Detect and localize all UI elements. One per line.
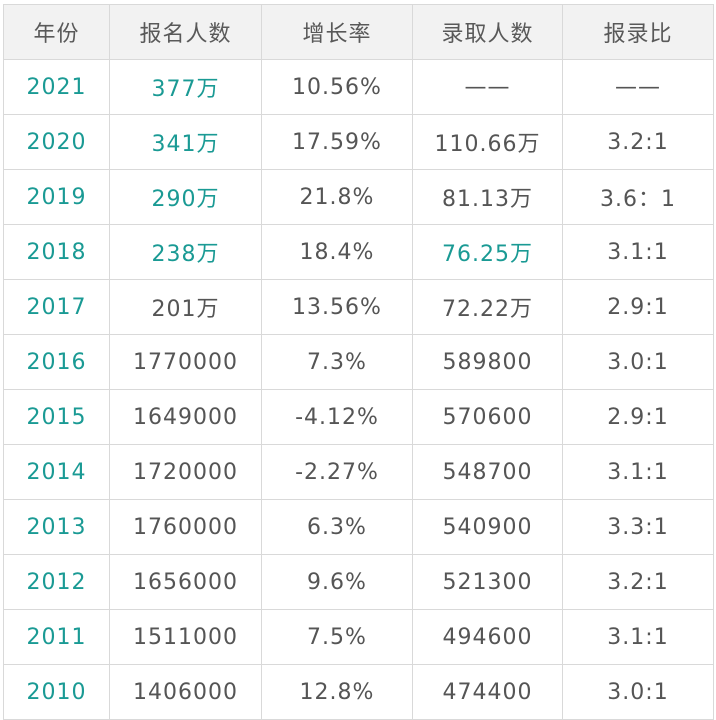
cell-ratio: 3.2:1 [562, 554, 714, 610]
cell-growth-rate: 13.56% [261, 279, 413, 335]
cell-applicants: 1720000 [109, 444, 262, 500]
cell-ratio: 3.0:1 [562, 664, 714, 720]
cell-admitted: 540900 [412, 499, 563, 555]
cell-admitted: 521300 [412, 554, 563, 610]
header-ratio: 报录比 [562, 4, 714, 60]
header-applicants: 报名人数 [109, 4, 262, 60]
cell-growth-rate: 7.5% [261, 609, 413, 665]
cell-applicants: 1649000 [109, 389, 262, 445]
cell-applicants: 238万 [109, 224, 262, 280]
cell-year: 2015 [3, 389, 110, 445]
cell-growth-rate: 6.3% [261, 499, 413, 555]
cell-applicants: 1511000 [109, 609, 262, 665]
table-row: 2016 1770000 7.3% 589800 3.0:1 [3, 334, 714, 390]
cell-admitted: 474400 [412, 664, 563, 720]
cell-ratio: 3.0:1 [562, 334, 714, 390]
cell-applicants: 1406000 [109, 664, 262, 720]
table-row: 2014 1720000 -2.27% 548700 3.1:1 [3, 444, 714, 500]
table-row: 2017 201万 13.56% 72.22万 2.9:1 [3, 279, 714, 335]
cell-admitted: 110.66万 [412, 114, 563, 170]
cell-year: 2010 [3, 664, 110, 720]
cell-applicants: 341万 [109, 114, 262, 170]
cell-year: 2012 [3, 554, 110, 610]
cell-year: 2016 [3, 334, 110, 390]
table-row: 2013 1760000 6.3% 540900 3.3:1 [3, 499, 714, 555]
cell-year: 2013 [3, 499, 110, 555]
cell-admitted: 570600 [412, 389, 563, 445]
cell-ratio: 3.1:1 [562, 224, 714, 280]
table-row: 2021 377万 10.56% —— —— [3, 59, 714, 115]
cell-admitted: 494600 [412, 609, 563, 665]
header-admitted: 录取人数 [412, 4, 563, 60]
cell-year: 2019 [3, 169, 110, 225]
cell-year: 2011 [3, 609, 110, 665]
data-table-container: 年份 报名人数 增长率 录取人数 报录比 2021 377万 10.56% ——… [3, 4, 714, 720]
cell-admitted: 548700 [412, 444, 563, 500]
cell-growth-rate: -2.27% [261, 444, 413, 500]
cell-growth-rate: 12.8% [261, 664, 413, 720]
cell-year: 2021 [3, 59, 110, 115]
table-row: 2020 341万 17.59% 110.66万 3.2:1 [3, 114, 714, 170]
table-row: 2018 238万 18.4% 76.25万 3.1:1 [3, 224, 714, 280]
cell-admitted: 81.13万 [412, 169, 563, 225]
cell-growth-rate: 10.56% [261, 59, 413, 115]
table-row: 2019 290万 21.8% 81.13万 3.6：1 [3, 169, 714, 225]
cell-applicants: 201万 [109, 279, 262, 335]
cell-growth-rate: -4.12% [261, 389, 413, 445]
header-year: 年份 [3, 4, 110, 60]
cell-applicants: 290万 [109, 169, 262, 225]
table-row: 2012 1656000 9.6% 521300 3.2:1 [3, 554, 714, 610]
cell-admitted: 589800 [412, 334, 563, 390]
cell-ratio: 2.9:1 [562, 389, 714, 445]
cell-ratio: 3.1:1 [562, 444, 714, 500]
exam-statistics-table: 年份 报名人数 增长率 录取人数 报录比 2021 377万 10.56% ——… [3, 4, 714, 720]
cell-growth-rate: 9.6% [261, 554, 413, 610]
cell-ratio: 3.1:1 [562, 609, 714, 665]
cell-year: 2020 [3, 114, 110, 170]
table-row: 2015 1649000 -4.12% 570600 2.9:1 [3, 389, 714, 445]
cell-ratio: 3.6：1 [562, 169, 714, 225]
table-row: 2010 1406000 12.8% 474400 3.0:1 [3, 664, 714, 720]
table-row: 2011 1511000 7.5% 494600 3.1:1 [3, 609, 714, 665]
cell-growth-rate: 21.8% [261, 169, 413, 225]
cell-admitted: 72.22万 [412, 279, 563, 335]
header-growth-rate: 增长率 [261, 4, 413, 60]
cell-growth-rate: 17.59% [261, 114, 413, 170]
cell-year: 2018 [3, 224, 110, 280]
cell-ratio: 2.9:1 [562, 279, 714, 335]
cell-growth-rate: 7.3% [261, 334, 413, 390]
cell-year: 2017 [3, 279, 110, 335]
cell-ratio: 3.3:1 [562, 499, 714, 555]
cell-ratio: —— [562, 59, 714, 115]
cell-admitted: —— [412, 59, 563, 115]
cell-admitted: 76.25万 [412, 224, 563, 280]
cell-growth-rate: 18.4% [261, 224, 413, 280]
cell-year: 2014 [3, 444, 110, 500]
cell-applicants: 1770000 [109, 334, 262, 390]
cell-applicants: 1656000 [109, 554, 262, 610]
cell-applicants: 377万 [109, 59, 262, 115]
table-header-row: 年份 报名人数 增长率 录取人数 报录比 [3, 4, 714, 60]
cell-ratio: 3.2:1 [562, 114, 714, 170]
cell-applicants: 1760000 [109, 499, 262, 555]
